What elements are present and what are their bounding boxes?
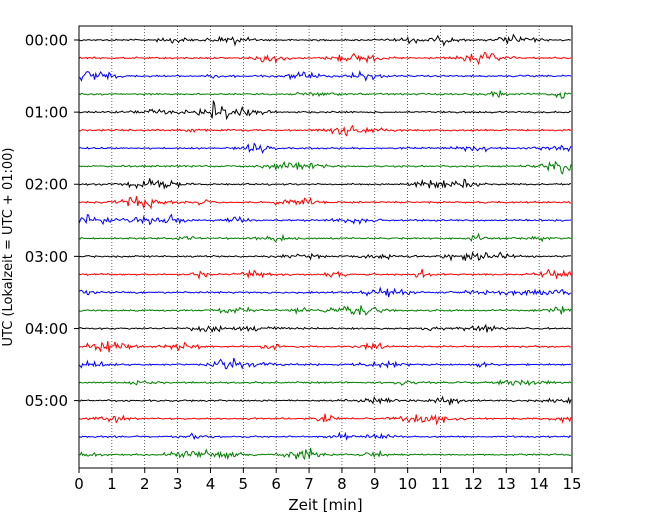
- trace-0315: [78, 268, 572, 281]
- trace-0500: [78, 395, 572, 406]
- trace-0530: [78, 431, 572, 441]
- x-tick-label-4: 4: [206, 475, 216, 493]
- trace-0515: [78, 413, 572, 426]
- x-tick-label-10: 10: [398, 475, 417, 493]
- y-tick-label-5: 05:00: [25, 392, 68, 410]
- trace-0300: [78, 251, 572, 262]
- trace-0200: [78, 178, 572, 190]
- trace-0015: [78, 52, 572, 66]
- x-tick-label-1: 1: [107, 475, 117, 493]
- trace-0145: [78, 160, 572, 175]
- trace-0230: [78, 213, 572, 226]
- x-tick-label-6: 6: [271, 475, 281, 493]
- trace-0000: [78, 33, 572, 47]
- x-tick-label-9: 9: [370, 475, 380, 493]
- trace-0400: [78, 323, 572, 334]
- trace-0345: [78, 305, 572, 316]
- y-tick-label-0: 00:00: [25, 32, 68, 50]
- y-tick-label-3: 03:00: [25, 248, 68, 266]
- x-tick-label-2: 2: [140, 475, 150, 493]
- x-tick-label-12: 12: [464, 475, 483, 493]
- x-tick-label-5: 5: [239, 475, 249, 493]
- seismogram-traces: [78, 33, 572, 461]
- x-axis-title: Zeit [min]: [288, 496, 362, 514]
- trace-0215: [79, 196, 572, 210]
- x-tick-label-0: 0: [74, 475, 84, 493]
- x-tick-label-7: 7: [304, 475, 314, 493]
- trace-0415: [78, 341, 572, 353]
- x-tick-label-15: 15: [562, 475, 581, 493]
- trace-0100: [78, 100, 572, 121]
- trace-0130: [78, 142, 572, 155]
- plot-frame: [78, 25, 573, 469]
- trace-0045: [78, 90, 572, 100]
- trace-0545: [78, 447, 572, 461]
- y-tick-label-4: 04:00: [25, 320, 68, 338]
- x-tick-label-3: 3: [173, 475, 183, 493]
- y-axis-ticks: 00:00 01:00 02:00 03:00 04:00 05:00: [25, 32, 79, 410]
- x-tick-label-14: 14: [530, 475, 549, 493]
- x-tick-label-11: 11: [431, 475, 450, 493]
- trace-0330: [78, 286, 572, 298]
- trace-0030: [78, 69, 572, 83]
- y-tick-label-2: 02:00: [25, 176, 68, 194]
- y-tick-label-1: 01:00: [25, 104, 68, 122]
- x-axis-ticks: 0 1 2 3 4 5 6 7 8 9 10 11 12 13 14 15: [74, 468, 582, 493]
- trace-0115: [78, 124, 572, 137]
- trace-0245: [78, 232, 572, 243]
- x-tick-label-8: 8: [337, 475, 347, 493]
- trace-0430: [78, 357, 572, 370]
- trace-0445: [78, 378, 572, 387]
- x-tick-label-13: 13: [497, 475, 516, 493]
- y-axis-title: UTC (Lokalzeit = UTC + 01:00): [1, 148, 16, 347]
